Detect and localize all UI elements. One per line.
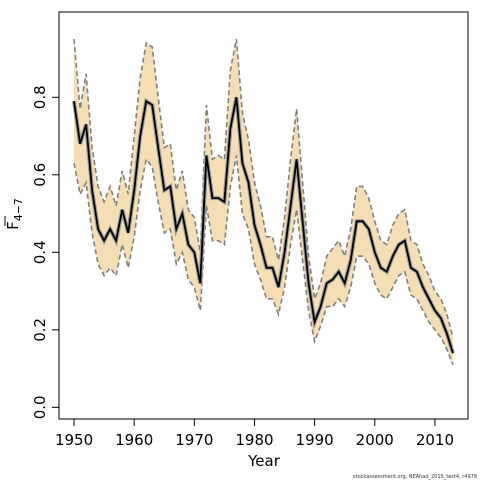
y-tick-label: 0.4 [31, 240, 49, 264]
x-tick-label: 1980 [235, 431, 273, 449]
y-tick-label: 0.0 [31, 395, 49, 419]
estimate-line [73, 97, 454, 354]
y-axis-title-subscript: 4−7 [12, 198, 25, 221]
x-tick-label: 1990 [296, 431, 334, 449]
y-tick-label: 0.6 [31, 163, 49, 187]
source-caption: stockassessment.org, NEAhad_2015_test4, … [353, 474, 477, 480]
x-tick-label: 1970 [175, 431, 213, 449]
y-tick-label: 0.8 [31, 85, 49, 109]
y-axis: 0.0 0.2 0.4 0.6 0.8 [31, 85, 59, 419]
y-tick-label: 0.2 [31, 318, 49, 342]
svg-text:F4−7: F4−7 [4, 198, 25, 230]
plot-frame [58, 11, 469, 420]
upper-ci-line [73, 38, 454, 338]
x-axis: 1950 1960 1970 1980 1990 2000 2010 [55, 419, 454, 449]
lower-ci-line [73, 155, 454, 365]
x-axis-title: Year [247, 452, 281, 470]
y-axis-title: F4−7 [4, 198, 25, 230]
y-axis-title-main: F [4, 221, 22, 230]
x-tick-label: 1960 [115, 431, 153, 449]
series-lines [72, 38, 455, 365]
x-tick-label: 1950 [55, 431, 93, 449]
x-tick-label: 2010 [416, 431, 454, 449]
x-tick-label: 2000 [356, 431, 394, 449]
